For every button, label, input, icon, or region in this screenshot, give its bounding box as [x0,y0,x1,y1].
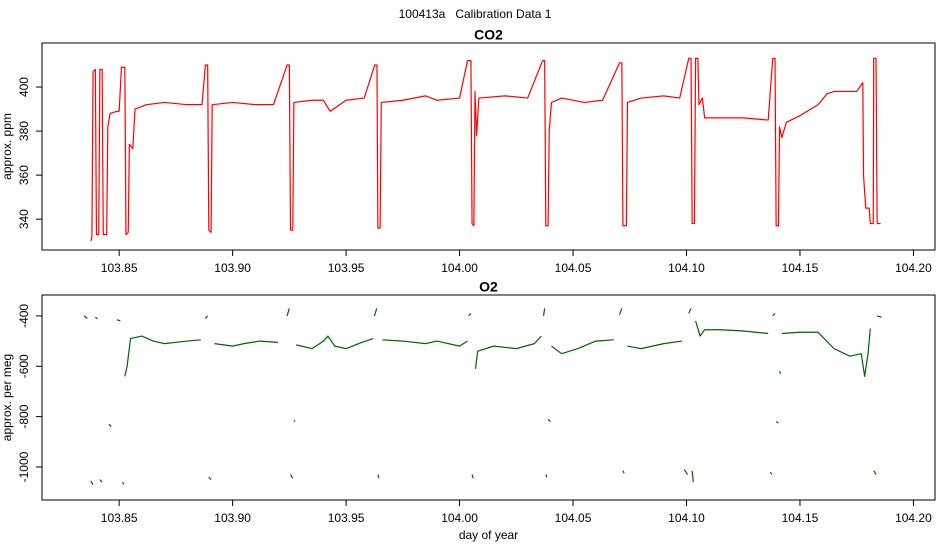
y-tick-label: 380 [17,121,31,141]
x-tick-label: 104.05 [555,511,592,525]
x-tick-label: 103.95 [328,511,365,525]
y-tick-label: 360 [17,165,31,185]
x-tick-label: 104.00 [441,511,478,525]
x-tick-label: 103.90 [214,511,251,525]
x-tick-label: 104.10 [668,261,705,275]
data-line [83,308,882,485]
x-tick-label: 104.10 [668,511,705,525]
x-tick-label: 104.15 [782,511,819,525]
y-tick-label: 400 [17,77,31,97]
panel-title: O2 [479,279,498,295]
y-tick-label: -400 [17,304,31,328]
x-tick-label: 104.05 [555,261,592,275]
x-axis-label: day of year [459,528,518,542]
y-axis-label: approx. ppm [0,113,14,180]
plot-frame [41,42,936,251]
page-title: 100413a Calibration Data 1 [399,7,552,21]
y-tick-label: 340 [17,209,31,229]
x-tick-label: 103.95 [328,261,365,275]
x-tick-label: 103.85 [101,511,138,525]
x-tick-label: 103.90 [214,261,251,275]
x-tick-label: 104.00 [441,261,478,275]
panel-title: CO2 [474,27,503,43]
y-tick-label: -800 [17,404,31,428]
x-tick-label: 104.15 [782,261,819,275]
data-line [90,57,881,242]
y-tick-label: -1000 [17,451,31,482]
x-tick-label: 104.20 [895,261,932,275]
y-tick-label: -600 [17,354,31,378]
plot-frame [41,294,936,501]
y-axis-label: approx. per meg [0,354,14,441]
x-tick-label: 104.20 [895,511,932,525]
x-tick-label: 103.85 [101,261,138,275]
